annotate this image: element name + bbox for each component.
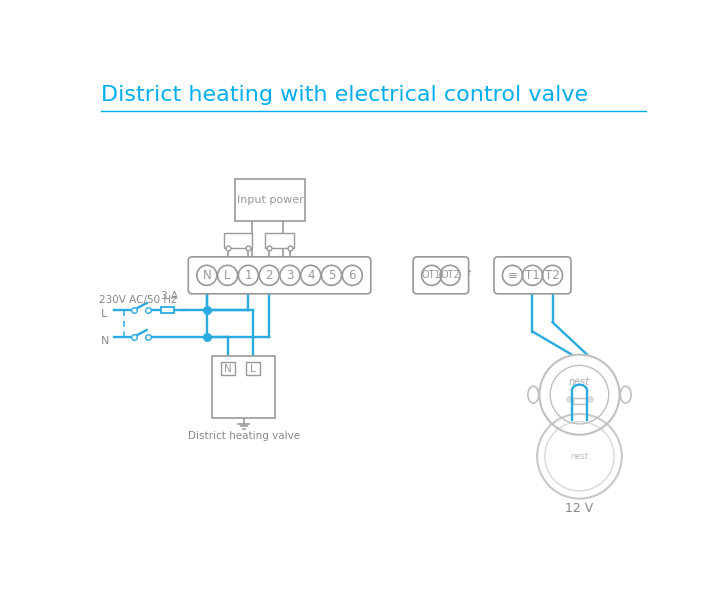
Text: T2: T2 (545, 269, 560, 282)
Text: N: N (224, 364, 232, 374)
Text: L: L (224, 269, 231, 282)
Text: Input power: Input power (237, 195, 304, 206)
Text: T1: T1 (525, 269, 540, 282)
Text: 6: 6 (349, 269, 356, 282)
Text: 3 A: 3 A (161, 291, 178, 301)
Text: 4: 4 (307, 269, 314, 282)
FancyBboxPatch shape (414, 257, 469, 294)
Text: ≡: ≡ (507, 269, 518, 282)
Bar (235, 179, 304, 222)
Text: nest: nest (571, 452, 588, 461)
Text: 2: 2 (266, 269, 273, 282)
Text: nest: nest (569, 377, 590, 387)
Text: OT1: OT1 (422, 270, 441, 280)
Text: 12 V: 12 V (566, 503, 593, 516)
Bar (574, 398, 585, 404)
Text: District heating valve: District heating valve (188, 431, 300, 441)
Text: 3: 3 (286, 269, 293, 282)
Text: N: N (100, 336, 109, 346)
Bar (246, 362, 260, 375)
FancyBboxPatch shape (189, 257, 371, 294)
Text: OT2: OT2 (440, 270, 460, 280)
Text: 1: 1 (245, 269, 252, 282)
Text: L: L (250, 364, 256, 374)
Bar (221, 362, 235, 375)
Text: N: N (202, 269, 211, 282)
Text: 230V AC/50 Hz: 230V AC/50 Hz (99, 295, 177, 305)
Text: 5: 5 (328, 269, 335, 282)
FancyBboxPatch shape (494, 257, 571, 294)
Text: District heating with electrical control valve: District heating with electrical control… (100, 85, 587, 105)
Bar (223, 233, 252, 248)
Bar (161, 307, 175, 313)
Text: L: L (100, 309, 107, 319)
Bar (212, 356, 275, 418)
Bar (265, 233, 294, 248)
